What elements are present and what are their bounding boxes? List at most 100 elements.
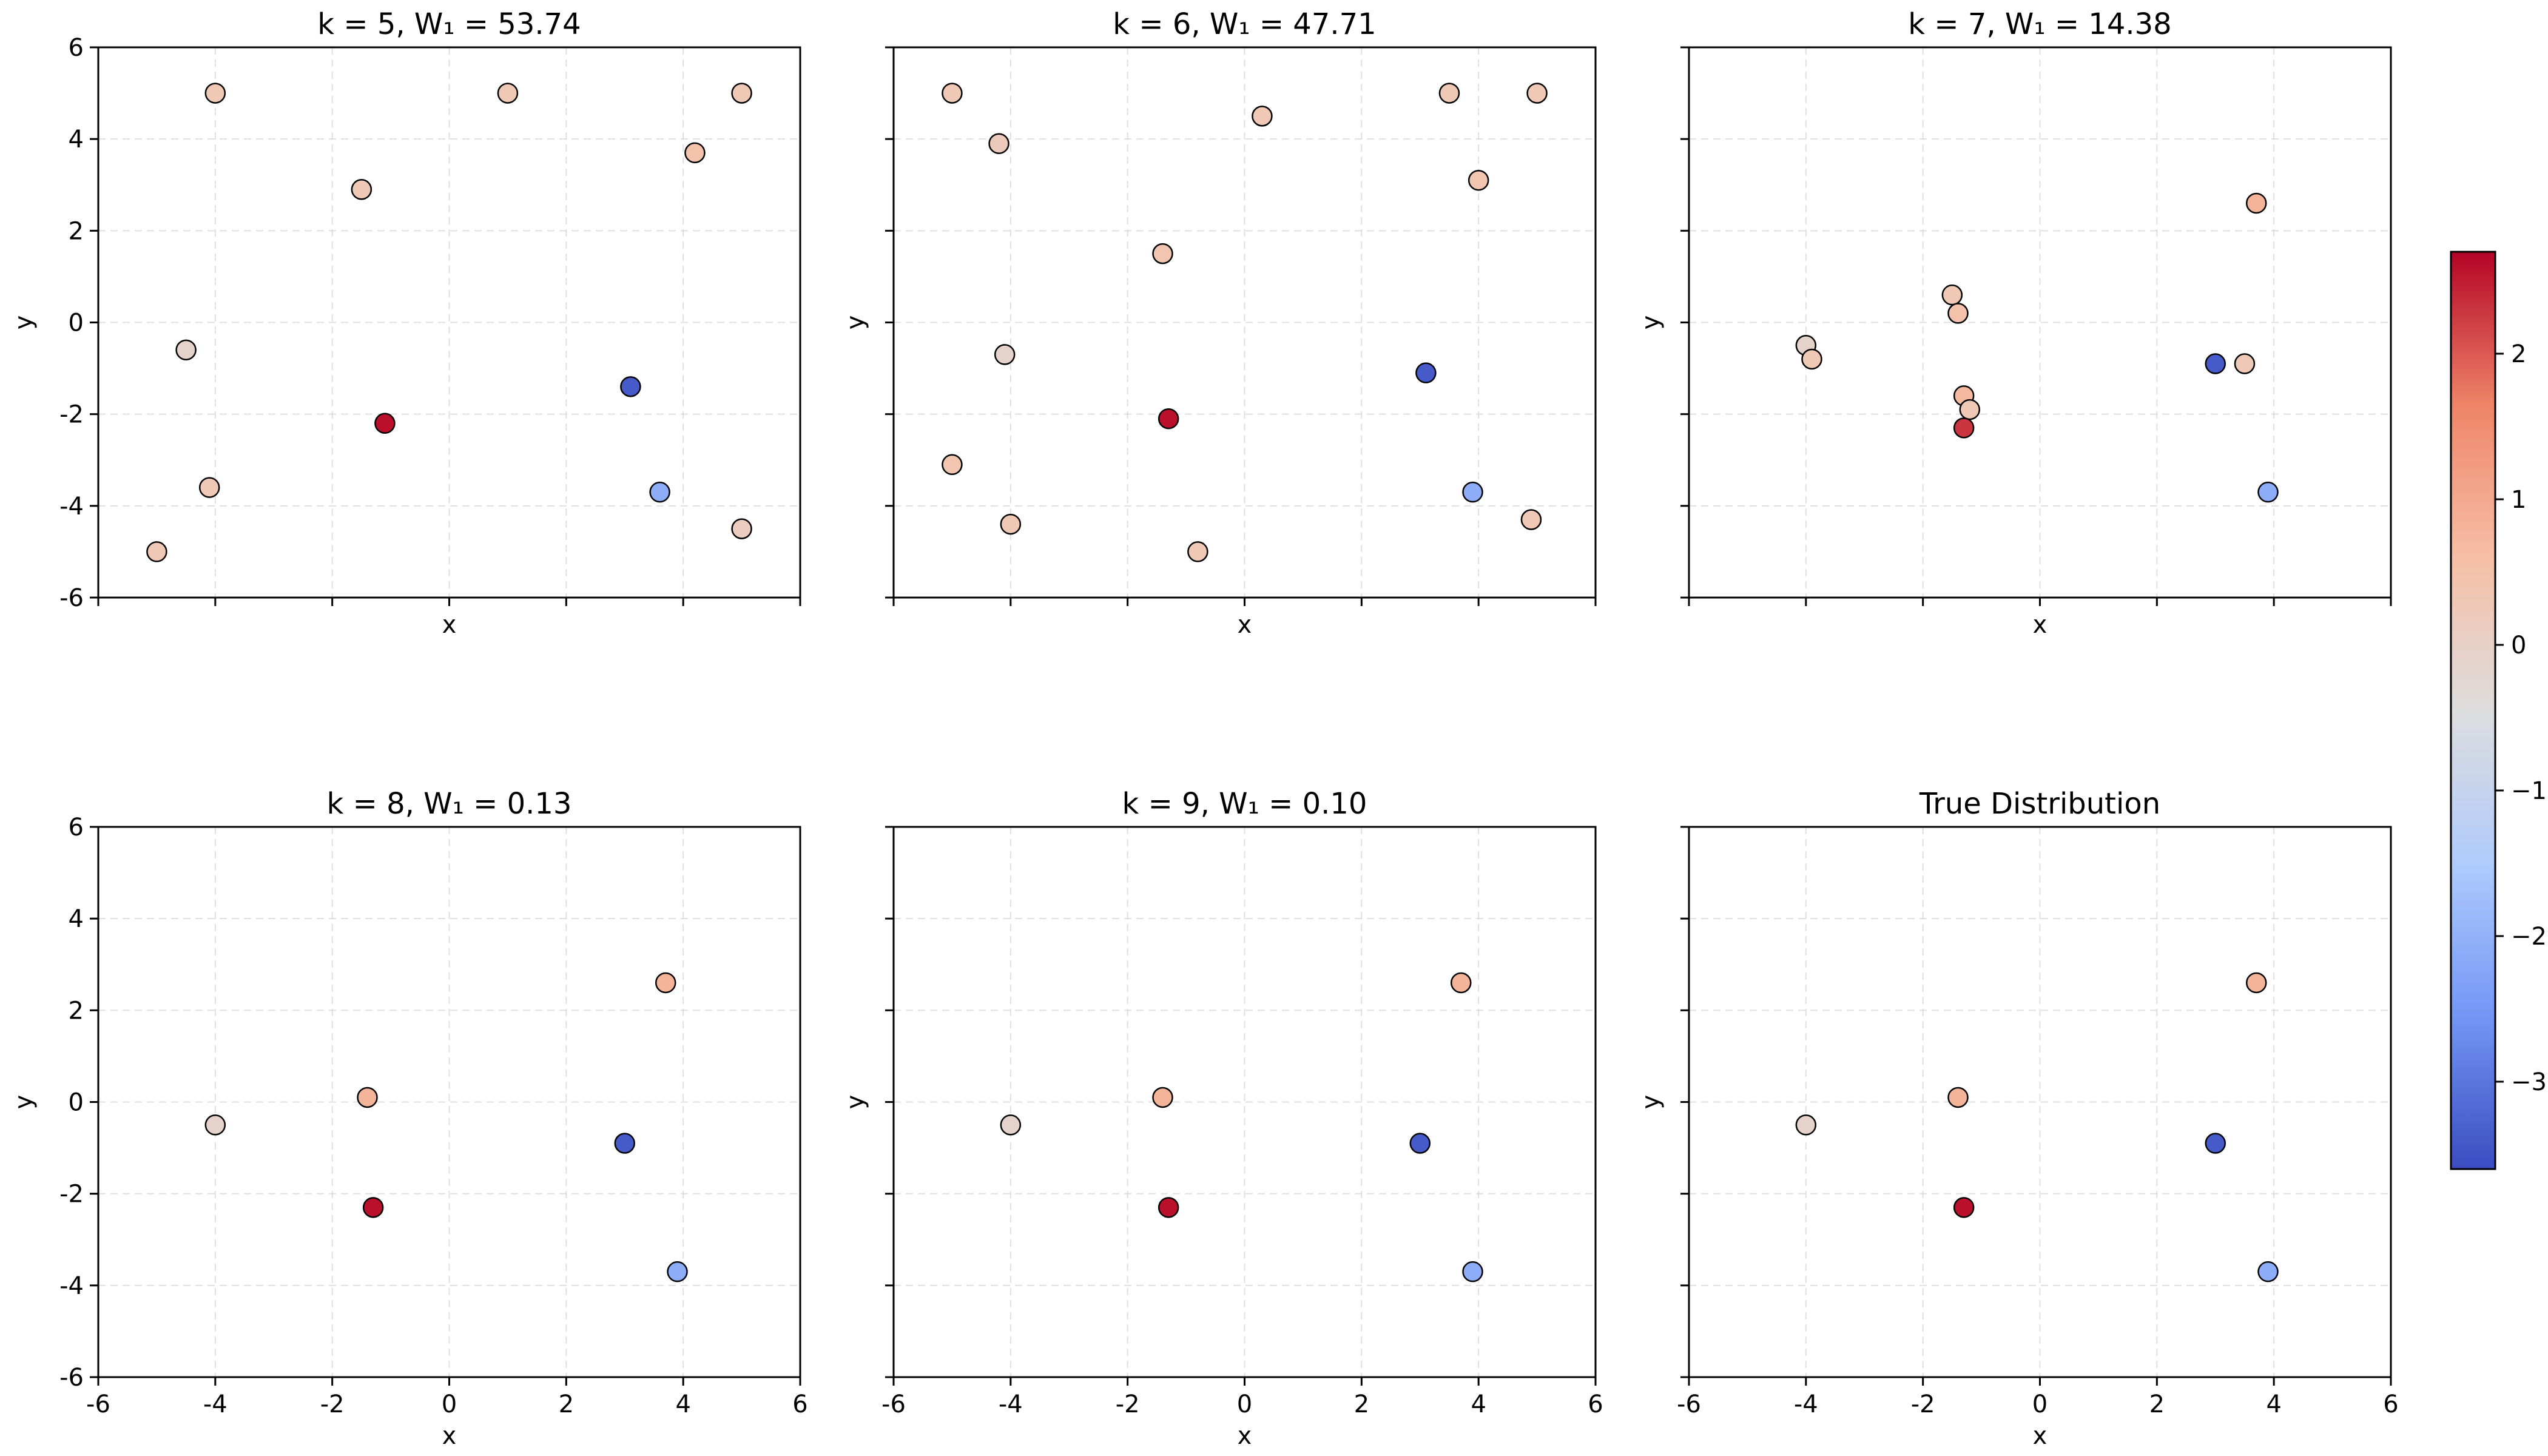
scatter-point xyxy=(731,83,752,104)
scatter-point xyxy=(994,344,1016,365)
scatter-point xyxy=(2234,353,2256,374)
x-tick-label: -4 xyxy=(203,1390,228,1418)
x-tick-label: 0 xyxy=(2032,1390,2048,1418)
scatter-point xyxy=(374,413,396,434)
x-tick-label: -6 xyxy=(86,1390,110,1418)
x-axis-label: x xyxy=(1238,611,1252,639)
y-tick-label: 6 xyxy=(69,814,84,841)
x-tick-label: -2 xyxy=(1911,1390,1935,1418)
y-tick-label: -2 xyxy=(59,401,84,429)
x-tick-label: -4 xyxy=(999,1390,1023,1418)
scatter-point xyxy=(731,518,752,539)
scatter-point xyxy=(1450,972,1472,994)
x-tick-label: 2 xyxy=(559,1390,574,1418)
scatter-point xyxy=(2257,481,2279,503)
scatter-point xyxy=(1158,1197,1179,1218)
scatter-point xyxy=(988,133,1009,154)
colorbar-tick-label: −3 xyxy=(2511,1068,2547,1096)
scatter-point xyxy=(1953,1197,1975,1218)
x-axis-label: x xyxy=(1238,1422,1252,1450)
scatter-point xyxy=(357,1087,378,1108)
x-tick-label: 0 xyxy=(1237,1390,1252,1418)
x-tick-label: -6 xyxy=(1677,1390,1701,1418)
scatter-point xyxy=(1520,509,1542,530)
scatter-point xyxy=(942,83,963,104)
x-tick-label: 2 xyxy=(1354,1390,1369,1418)
scatter-point xyxy=(1409,1133,1431,1154)
scatter-point xyxy=(204,83,226,104)
scatter-point xyxy=(1000,1114,1022,1136)
y-tick-label: 4 xyxy=(69,905,84,933)
y-axis-label: y xyxy=(841,315,869,330)
scatter-point xyxy=(2205,1133,2226,1154)
colorbar xyxy=(2450,251,2496,1170)
scatter-point xyxy=(1152,1087,1173,1108)
x-tick-label: 6 xyxy=(2383,1390,2398,1418)
x-tick-label: -6 xyxy=(881,1390,906,1418)
scatter-point xyxy=(198,477,220,498)
scatter-point xyxy=(2245,192,2267,214)
scatter-point xyxy=(1152,243,1173,265)
chart-title: k = 6, W₁ = 47.71 xyxy=(1113,7,1376,41)
scatter-point xyxy=(175,339,197,361)
scatter-point xyxy=(1795,1114,1817,1136)
chart-title: True Distribution xyxy=(1919,787,2160,821)
x-axis-label: x xyxy=(2033,1422,2048,1450)
x-tick-label: -4 xyxy=(1794,1390,1818,1418)
y-tick-label: 0 xyxy=(69,1089,84,1117)
y-tick-label: -4 xyxy=(59,1272,84,1300)
y-axis-label: y xyxy=(10,315,38,330)
scatter-point xyxy=(1252,106,1273,127)
y-tick-label: -6 xyxy=(59,584,84,612)
chart-title: k = 5, W₁ = 53.74 xyxy=(317,7,581,41)
scatter-point xyxy=(1462,481,1483,503)
y-tick-label: 0 xyxy=(69,309,84,337)
scatter-point xyxy=(1438,83,1460,104)
scatter-point xyxy=(362,1197,384,1218)
y-tick-label: -2 xyxy=(59,1181,84,1208)
scatter-point xyxy=(1462,1261,1483,1282)
scatter-point xyxy=(1941,284,1963,306)
y-tick-label: 4 xyxy=(69,126,84,153)
scatter-point xyxy=(2257,1261,2279,1282)
x-tick-label: -2 xyxy=(1116,1390,1140,1418)
chart-title: k = 9, W₁ = 0.10 xyxy=(1122,787,1367,821)
x-tick-label: 4 xyxy=(2266,1390,2281,1418)
x-tick-label: -2 xyxy=(320,1390,345,1418)
y-axis-label: y xyxy=(10,1095,38,1110)
scatter-point xyxy=(1801,348,1822,370)
x-axis-label: x xyxy=(2033,611,2048,639)
scatter-point xyxy=(667,1261,688,1282)
scatter-point xyxy=(1959,399,1981,420)
scatter-point xyxy=(497,83,519,104)
scatter-point xyxy=(204,1114,226,1136)
scatter-point xyxy=(620,376,641,397)
scatter-point xyxy=(1947,303,1969,324)
scatter-point xyxy=(1158,408,1179,430)
scatter-point xyxy=(655,972,676,994)
y-tick-label: -4 xyxy=(59,493,84,521)
x-tick-label: 4 xyxy=(675,1390,690,1418)
chart-title: k = 8, W₁ = 0.13 xyxy=(327,787,572,821)
scatter-point xyxy=(942,454,963,476)
y-axis-label: y xyxy=(1637,315,1665,330)
scatter-point xyxy=(2245,972,2267,994)
x-tick-label: 6 xyxy=(1588,1390,1603,1418)
y-axis-label: y xyxy=(841,1095,869,1110)
y-axis-label: y xyxy=(1637,1095,1665,1110)
scatter-point xyxy=(1415,362,1437,383)
scatter-point xyxy=(614,1133,635,1154)
scatter-point xyxy=(1468,169,1489,191)
colorbar-tick-label: −1 xyxy=(2511,777,2547,805)
scatter-point xyxy=(146,541,167,562)
y-tick-label: 6 xyxy=(69,34,84,62)
colorbar-tick-label: 0 xyxy=(2511,632,2526,659)
scatter-point xyxy=(1526,83,1548,104)
y-tick-label: 2 xyxy=(69,997,84,1025)
scatter-point xyxy=(351,179,372,200)
y-tick-label: 2 xyxy=(69,217,84,245)
x-axis-label: x xyxy=(442,1422,457,1450)
y-tick-label: -6 xyxy=(59,1364,84,1392)
x-tick-label: 2 xyxy=(2149,1390,2165,1418)
